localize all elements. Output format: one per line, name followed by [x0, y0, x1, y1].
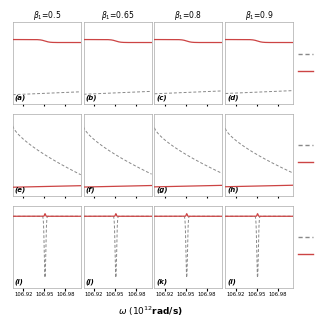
Text: (h): (h) [228, 187, 239, 193]
Title: $\beta_1$=0.8: $\beta_1$=0.8 [174, 9, 203, 22]
Text: (a): (a) [15, 95, 26, 101]
Title: $\beta_1$=0.5: $\beta_1$=0.5 [33, 9, 61, 22]
Legend: $\varphi_{pp}$, $\varphi_{sp}$: $\varphi_{pp}$, $\varphi_{sp}$ [298, 141, 320, 169]
Text: (e): (e) [15, 187, 26, 193]
Text: (l): (l) [228, 278, 236, 285]
Title: $\beta_1$=0.9: $\beta_1$=0.9 [245, 9, 274, 22]
Text: (k): (k) [156, 278, 168, 285]
Text: (i): (i) [15, 278, 24, 285]
Text: (g): (g) [156, 187, 168, 193]
Text: (d): (d) [228, 95, 239, 101]
Text: (f): (f) [86, 187, 95, 193]
Text: (b): (b) [86, 95, 97, 101]
Text: $\omega$ $(10^{12}$rad/s): $\omega$ $(10^{12}$rad/s) [118, 305, 183, 318]
Title: $\beta_1$=0.65: $\beta_1$=0.65 [101, 9, 134, 22]
Text: (c): (c) [156, 95, 167, 101]
Legend: $\tau_{pp}$, $\tau_{sp}$: $\tau_{pp}$, $\tau_{sp}$ [298, 233, 320, 260]
Legend: $|r_{pp}|$, $|r_{sp}|$: $|r_{pp}|$, $|r_{sp}|$ [298, 49, 320, 78]
Text: (j): (j) [86, 278, 94, 285]
